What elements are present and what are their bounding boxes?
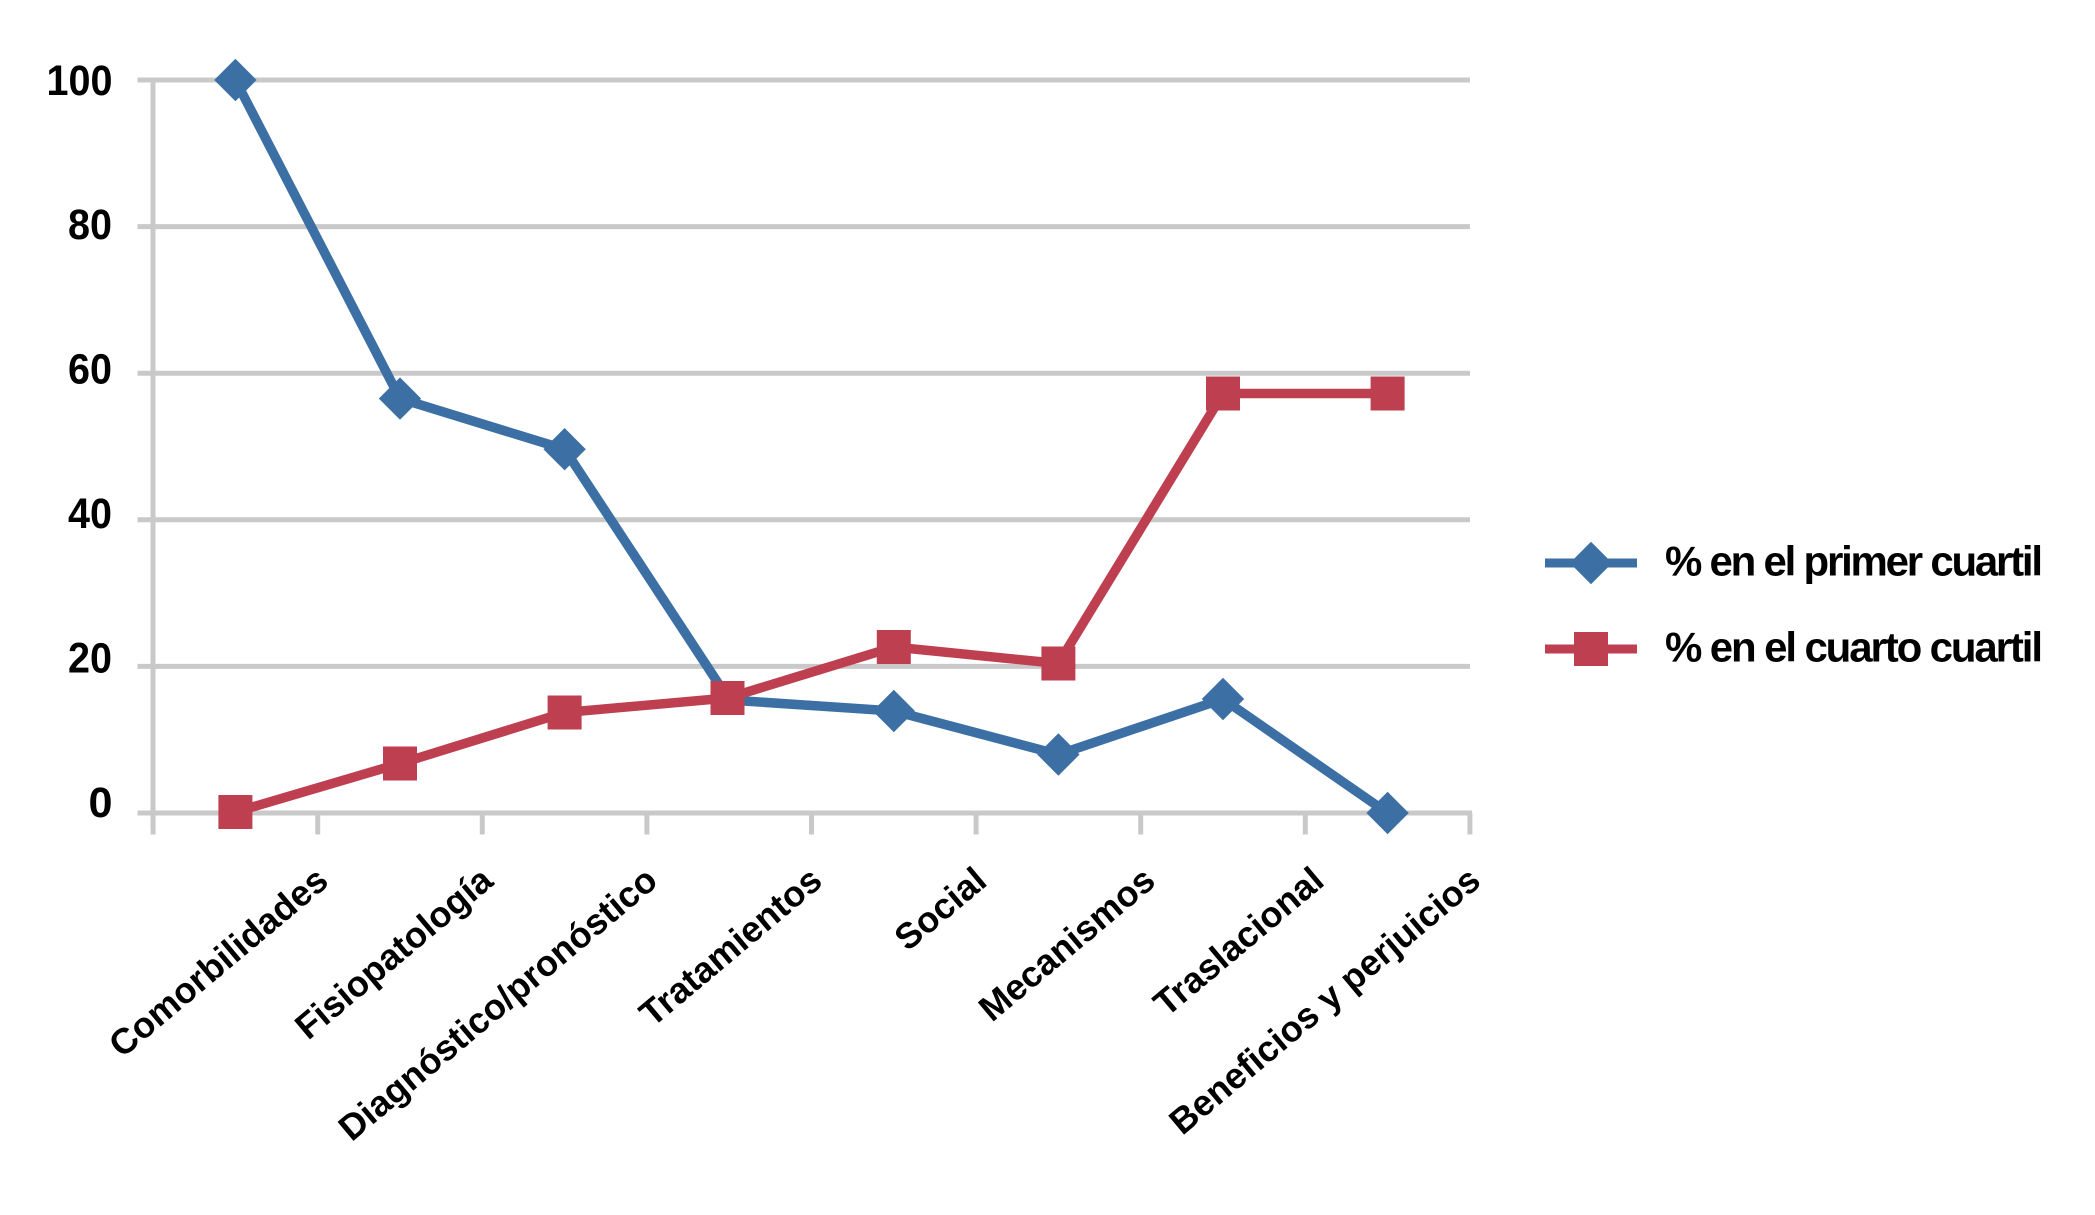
- svg-text:0: 0: [89, 779, 113, 827]
- svg-text:% en el cuarto cuartil: % en el cuarto cuartil: [1665, 624, 2043, 671]
- svg-text:100: 100: [47, 57, 113, 105]
- svg-text:% en el primer cuartil: % en el primer cuartil: [1665, 538, 2043, 585]
- svg-text:80: 80: [68, 201, 112, 249]
- svg-text:40: 40: [68, 490, 112, 538]
- svg-text:60: 60: [68, 346, 112, 394]
- svg-text:20: 20: [68, 634, 112, 682]
